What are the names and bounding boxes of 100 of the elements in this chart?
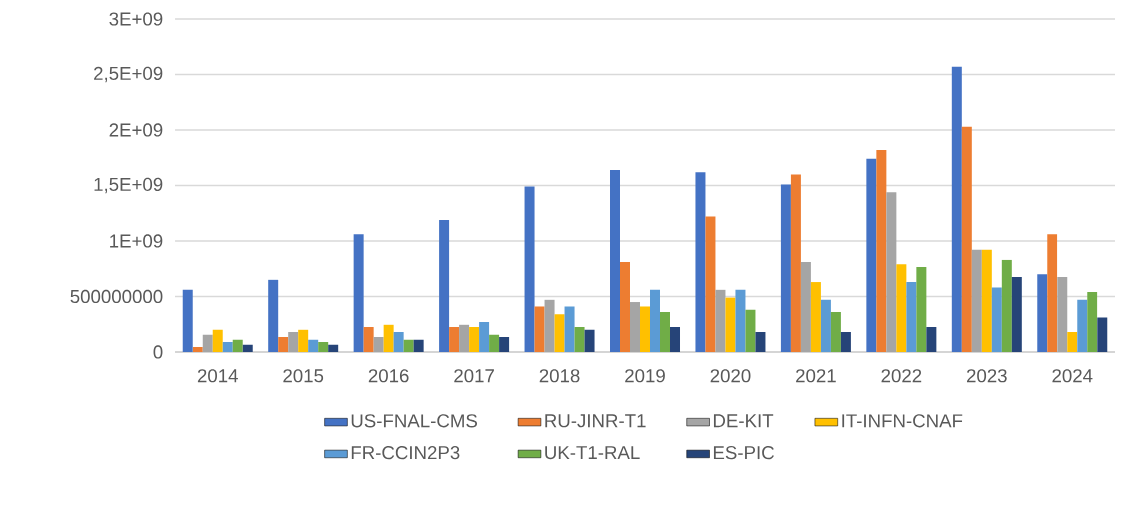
bar <box>790 174 801 352</box>
bar <box>489 334 500 352</box>
bar <box>830 312 841 352</box>
bar <box>373 337 384 352</box>
bar <box>971 249 982 352</box>
legend-label: US-FNAL-CMS <box>351 414 478 428</box>
bar <box>981 249 992 352</box>
legend-label: ES-PIC <box>713 446 774 460</box>
bar <box>1097 317 1108 352</box>
bar <box>182 289 193 352</box>
bar <box>202 334 213 352</box>
bar <box>459 324 470 352</box>
bar <box>916 267 927 352</box>
bar <box>866 158 877 352</box>
x-tick-label: 2015 <box>283 369 324 383</box>
bar <box>469 327 480 352</box>
bar <box>413 339 424 352</box>
y-tick-label: 2E+09 <box>109 123 163 137</box>
y-tick-label: 500000000 <box>70 289 163 304</box>
bar <box>610 169 620 352</box>
bar <box>1001 259 1012 352</box>
bar <box>745 309 756 352</box>
bar <box>524 186 535 352</box>
bar <box>499 337 510 352</box>
x-tick-label: 2024 <box>1052 369 1093 383</box>
bar <box>961 126 972 352</box>
bar <box>951 66 962 352</box>
legend-label: UK-T1-RAL <box>545 446 640 460</box>
legend-label: DE-KIT <box>713 414 774 428</box>
bar <box>660 312 670 352</box>
bar <box>1057 277 1068 352</box>
y-tick-label: 2,5E+09 <box>94 66 163 83</box>
bar <box>564 306 575 352</box>
bar <box>192 346 203 352</box>
bar <box>363 327 374 352</box>
bar <box>896 264 907 352</box>
bar <box>328 344 339 352</box>
bar <box>298 329 309 352</box>
x-tick-label: 2016 <box>368 369 409 383</box>
bar <box>780 184 791 352</box>
x-tick-label: 2017 <box>454 369 494 383</box>
bar <box>715 289 726 352</box>
bar <box>735 289 746 352</box>
bar <box>544 299 555 352</box>
bar <box>1047 234 1058 352</box>
x-tick-label: 2020 <box>710 369 751 383</box>
bar <box>439 219 450 352</box>
bar <box>1011 277 1022 352</box>
bar <box>695 172 706 352</box>
bar <box>705 216 716 352</box>
bar <box>886 192 897 352</box>
bar <box>574 327 585 352</box>
bar <box>278 337 289 352</box>
bar <box>222 342 233 352</box>
bar <box>630 302 640 352</box>
bar <box>620 262 630 352</box>
bar <box>318 342 329 352</box>
bar <box>840 332 851 352</box>
x-tick-label: 2018 <box>539 369 580 383</box>
bar <box>1077 299 1088 352</box>
legend-label: FR-CCIN2P3 <box>351 446 460 460</box>
bar <box>534 306 545 352</box>
bar <box>212 329 223 352</box>
bar <box>353 234 364 352</box>
y-tick-label: 1,5E+09 <box>94 177 163 194</box>
bar <box>268 279 279 352</box>
x-tick-label: 2022 <box>881 369 922 383</box>
bar <box>670 327 680 352</box>
legend-label: RU-JINR-T1 <box>545 414 646 428</box>
y-tick-label: 1E+09 <box>110 234 163 248</box>
x-tick-label: 2014 <box>197 369 238 383</box>
bar <box>449 327 460 352</box>
x-tick-label: 2019 <box>625 369 665 383</box>
bar <box>1087 292 1098 352</box>
bar <box>383 324 394 352</box>
bar <box>650 289 660 352</box>
y-tick-label: 3E+09 <box>109 12 163 26</box>
x-tick-label: 2023 <box>966 369 1007 383</box>
bar <box>1037 274 1048 352</box>
bar <box>232 339 243 352</box>
bar <box>640 306 650 352</box>
x-tick-label: 2021 <box>796 369 836 383</box>
bar <box>810 282 821 352</box>
bar <box>584 329 595 352</box>
bar <box>403 339 414 352</box>
bar <box>876 149 887 352</box>
legend-label: IT-INFN-CNAF <box>842 414 963 428</box>
bar <box>393 332 404 352</box>
bar <box>308 339 319 352</box>
bar <box>242 344 253 352</box>
bar <box>725 297 736 352</box>
bar <box>288 332 299 352</box>
bar <box>479 322 490 352</box>
bar <box>1067 332 1078 352</box>
y-tick-label: 0 <box>153 345 163 359</box>
bar <box>755 332 766 352</box>
bar <box>820 299 831 352</box>
bar <box>554 314 565 352</box>
bar <box>800 262 811 352</box>
bar <box>926 327 937 352</box>
